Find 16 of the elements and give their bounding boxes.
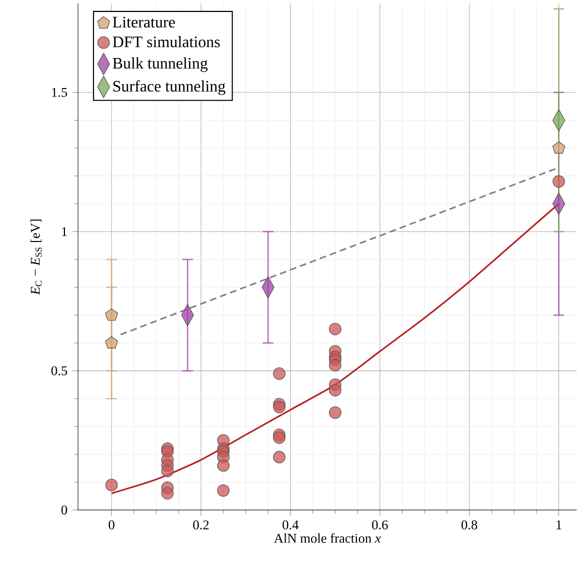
x-tick-label: 0.2 [193, 520, 209, 530]
legend-label: DFT simulations [112, 36, 220, 48]
x-tick-label: 0.8 [462, 520, 478, 530]
y-tick-label: 0 [61, 506, 68, 514]
y-tick-label: 1 [62, 227, 67, 236]
x-axis-title: AlN mole fraction x [274, 533, 381, 543]
legend-label: Bulk tunneling [112, 57, 208, 72]
x-tick-label: 0 [108, 520, 114, 530]
y-tick-label: 0.5 [51, 366, 68, 376]
x-tick-label: 0.4 [282, 520, 299, 530]
x-tick-label: 0.6 [372, 520, 388, 530]
y-axis-title: E$_{C}$ − E$_{SS}$ [eV] [30, 220, 42, 295]
legend-label: Literature [112, 16, 175, 28]
legend-label: Surface tunneling [113, 80, 226, 95]
y-tick-label: 1.5 [52, 88, 68, 97]
x-tick-label: 1 [556, 520, 562, 530]
